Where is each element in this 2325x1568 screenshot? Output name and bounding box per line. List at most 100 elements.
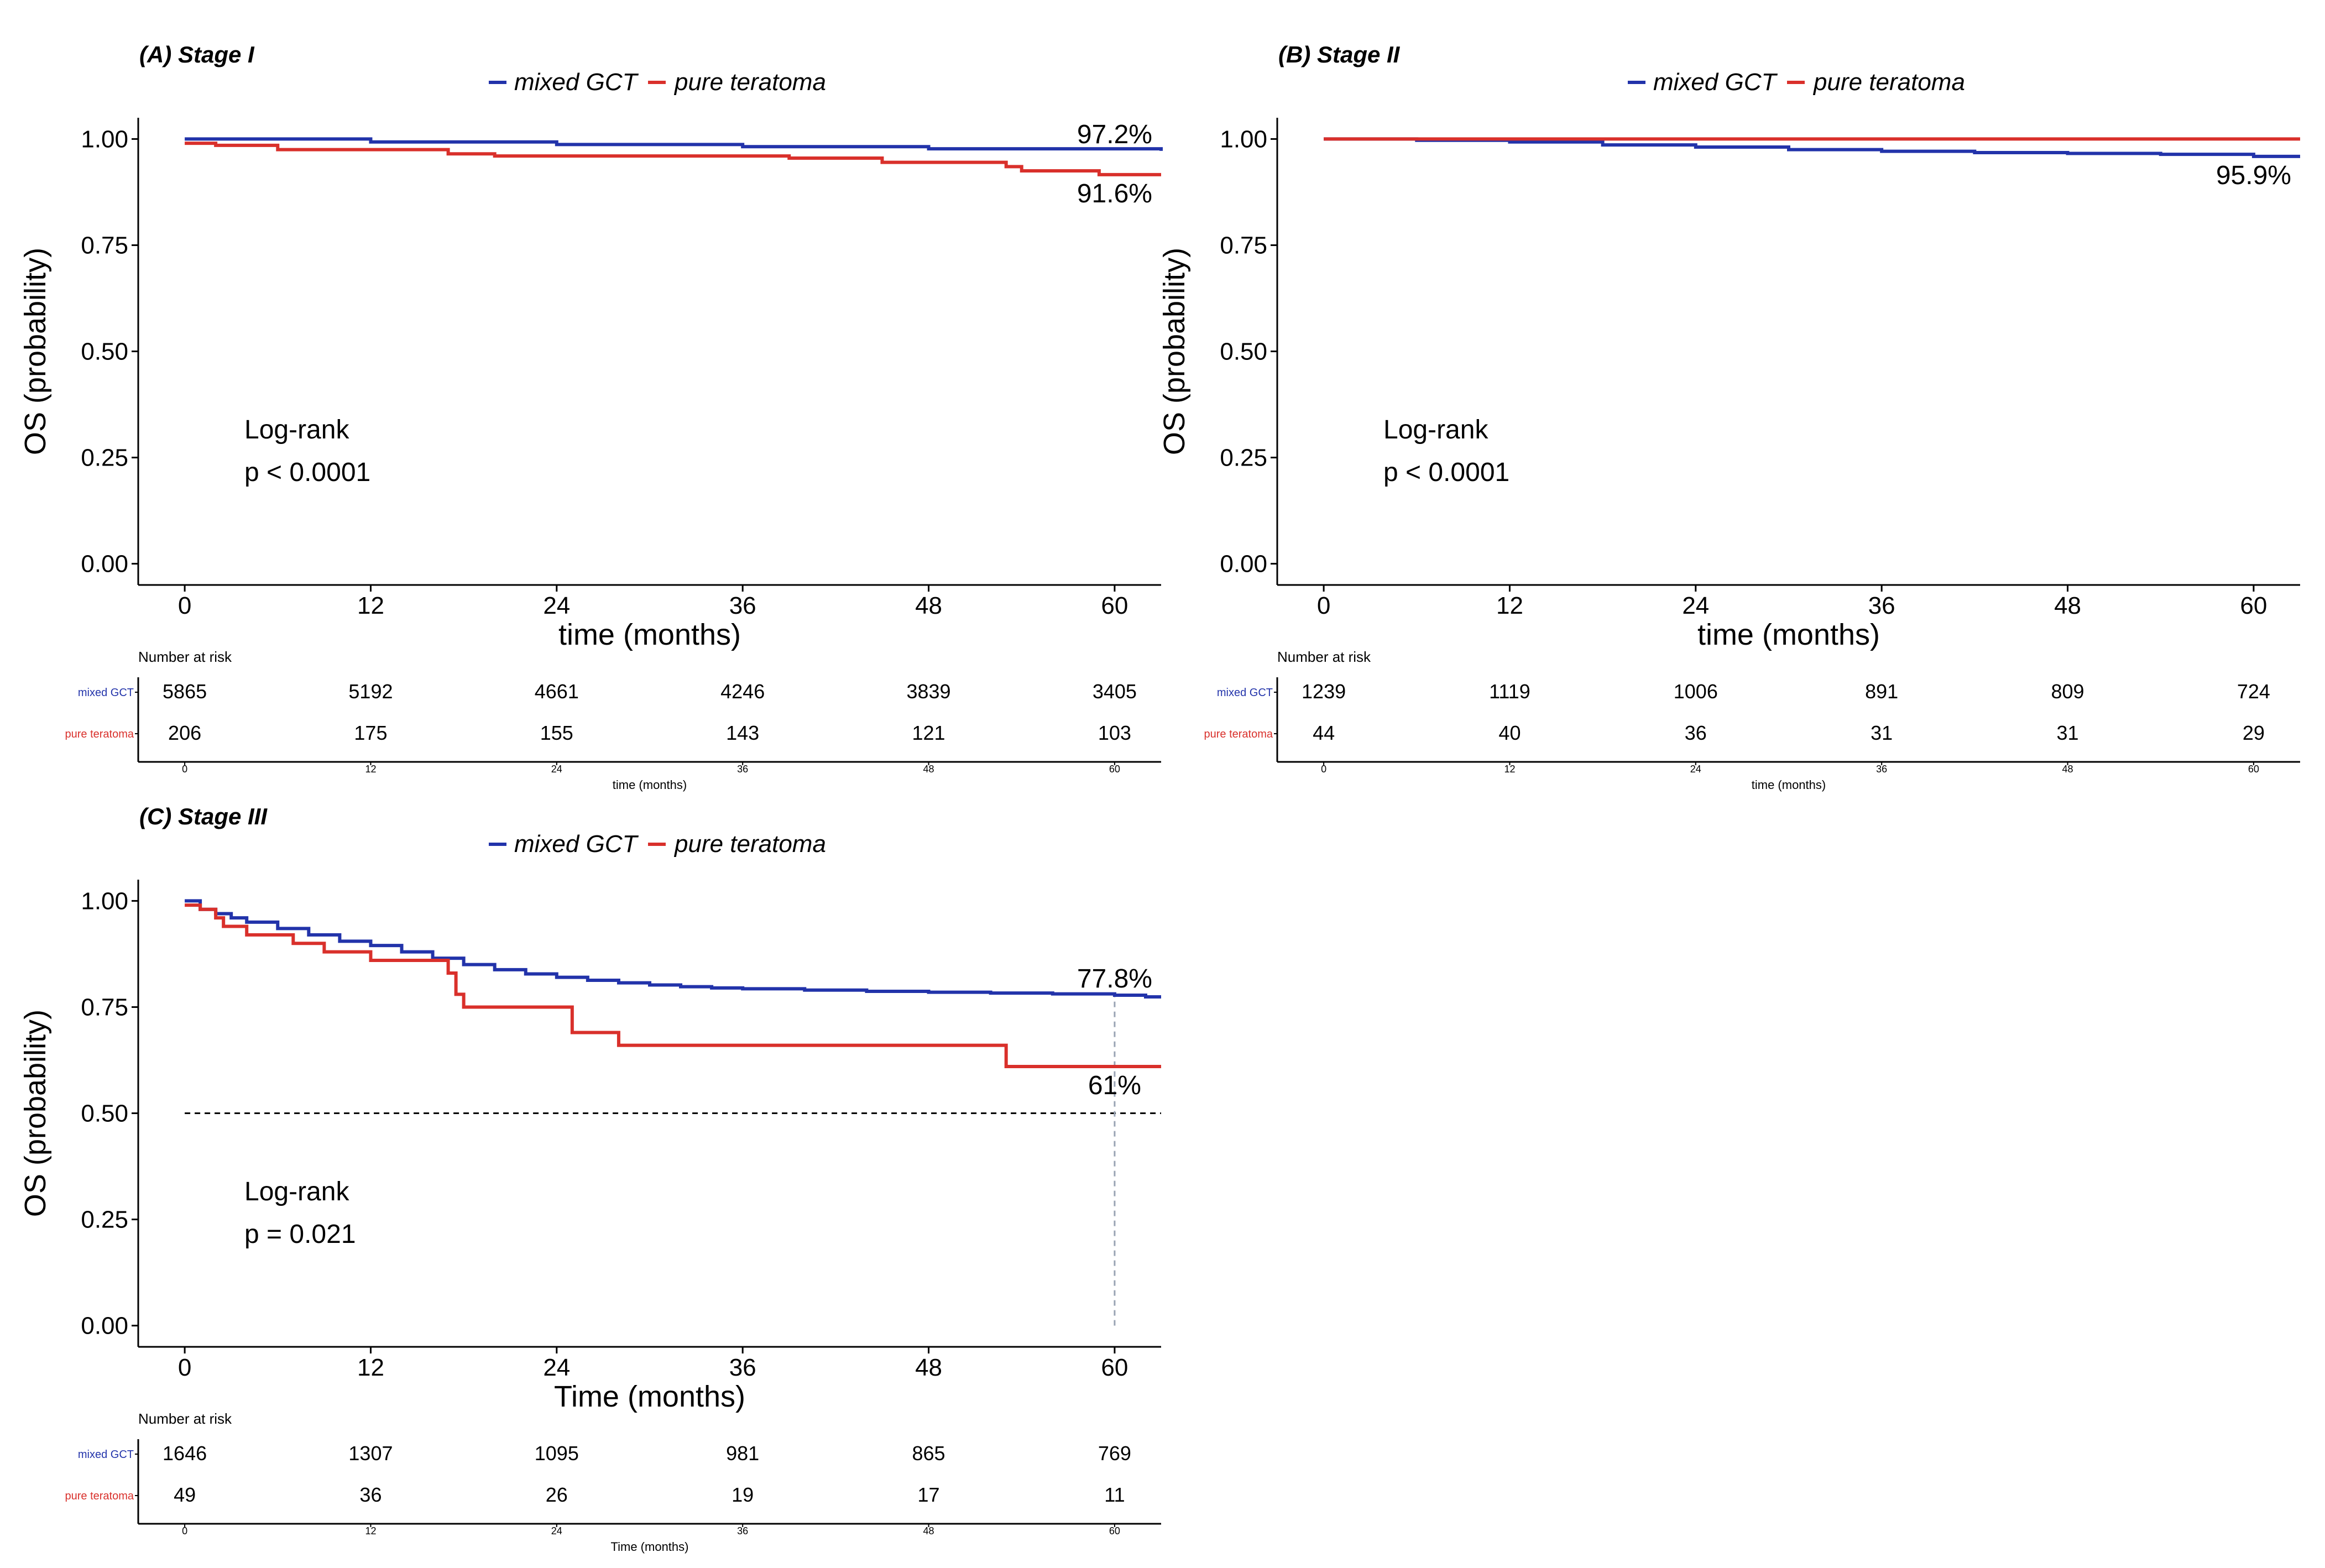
risk-group-label: mixed GCT	[78, 1449, 134, 1461]
x-tick-label: 48	[915, 592, 942, 619]
x-axis-title: time (months)	[558, 618, 741, 651]
risk-table-header: Number at risk	[1277, 649, 1371, 665]
series-mixed-curve	[185, 899, 1161, 999]
risk-x-tick-label: 48	[923, 764, 934, 775]
risk-count: 3405	[1093, 680, 1137, 703]
y-tick-label: 1.00	[81, 887, 128, 914]
y-tick-label: 0.00	[81, 551, 128, 578]
p-value-label: p < 0.0001	[244, 458, 370, 487]
x-tick-label: 60	[2240, 592, 2267, 619]
x-tick-label: 48	[915, 1354, 942, 1381]
risk-x-tick-label: 12	[365, 1525, 376, 1536]
x-axis-title: time (months)	[1697, 618, 1880, 651]
risk-group-label: mixed GCT	[78, 687, 134, 699]
end-value-label: 61%	[1088, 1071, 1141, 1100]
risk-count: 36	[1685, 722, 1707, 744]
risk-count: 724	[2237, 680, 2270, 703]
risk-count: 1006	[1674, 680, 1718, 703]
risk-count: 19	[732, 1483, 754, 1506]
panels-container: (A) Stage I mixed GCT pure teratoma 0.00 0.2…	[19, 41, 2300, 1554]
p-value-label: p < 0.0001	[1383, 458, 1509, 487]
x-tick-label: 24	[1682, 592, 1709, 619]
risk-table-x-title: Time (months)	[611, 1540, 689, 1554]
x-tick-label: 24	[543, 592, 570, 619]
y-axis-title: OS (probability)	[19, 1010, 52, 1217]
y-tick-label: 1.00	[81, 126, 128, 153]
risk-count: 143	[726, 722, 759, 744]
y-tick-label: 1.00	[1220, 126, 1267, 153]
risk-count: 1646	[163, 1442, 207, 1465]
risk-count: 891	[1865, 680, 1898, 703]
risk-x-tick-label: 0	[182, 1525, 187, 1536]
risk-count: 36	[359, 1483, 382, 1506]
risk-count: 1095	[535, 1442, 579, 1465]
risk-count: 49	[174, 1483, 196, 1506]
risk-table-x-title: time (months)	[1752, 778, 1826, 792]
x-tick-label: 0	[178, 592, 191, 619]
risk-count: 155	[540, 722, 573, 744]
risk-count: 5865	[163, 680, 207, 703]
panel-title: (B) Stage II	[1278, 41, 1401, 67]
risk-table-header: Number at risk	[138, 1410, 232, 1427]
risk-count: 11	[1104, 1483, 1125, 1506]
risk-group-label: pure teratoma	[65, 1490, 134, 1502]
series-mixed-curve	[185, 137, 1163, 151]
x-tick-label: 36	[729, 1354, 756, 1381]
risk-x-tick-label: 24	[1690, 764, 1701, 775]
y-tick-label: 0.50	[81, 1100, 128, 1127]
logrank-label: Log-rank	[244, 415, 349, 445]
end-value-label: 95.9%	[2216, 161, 2291, 190]
x-tick-label: 0	[178, 1354, 191, 1381]
risk-x-tick-label: 48	[923, 1525, 934, 1536]
risk-x-tick-label: 0	[1321, 764, 1326, 775]
legend-label-mixed: mixed GCT	[514, 69, 639, 96]
x-axis-title: Time (months)	[554, 1380, 745, 1413]
y-tick-label: 0.25	[81, 1206, 128, 1234]
legend-label-pure: pure teratoma	[673, 69, 826, 96]
risk-x-tick-label: 36	[737, 1525, 748, 1536]
x-tick-label: 60	[1101, 1354, 1128, 1381]
series-pure-curve	[185, 142, 1161, 176]
risk-count: 175	[354, 722, 387, 744]
legend-label-pure: pure teratoma	[673, 830, 826, 858]
risk-count: 809	[2051, 680, 2084, 703]
risk-count: 865	[912, 1442, 945, 1465]
risk-count: 29	[2243, 722, 2265, 744]
panel-title: (A) Stage I	[139, 41, 255, 67]
risk-x-tick-label: 48	[2062, 764, 2073, 775]
y-tick-label: 0.25	[81, 445, 128, 472]
x-tick-label: 36	[1868, 592, 1895, 619]
risk-group-label: pure teratoma	[1204, 728, 1273, 740]
risk-x-tick-label: 12	[365, 764, 376, 775]
legend-label-mixed: mixed GCT	[1653, 69, 1778, 96]
risk-count: 103	[1098, 722, 1131, 744]
x-tick-label: 0	[1317, 592, 1330, 619]
risk-count: 4246	[720, 680, 765, 703]
y-tick-label: 0.75	[1220, 232, 1267, 259]
p-value-label: p = 0.021	[244, 1220, 356, 1249]
end-value-label: 97.2%	[1077, 120, 1152, 149]
risk-x-tick-label: 36	[1876, 764, 1887, 775]
y-axis-title: OS (probability)	[1158, 248, 1191, 455]
risk-count: 3839	[906, 680, 950, 703]
end-value-label: 77.8%	[1077, 964, 1152, 994]
panel-A: (A) Stage I mixed GCT pure teratoma 0.00 0.2…	[19, 41, 1163, 792]
risk-x-tick-label: 36	[737, 764, 748, 775]
x-tick-label: 48	[2054, 592, 2081, 619]
panel-title: (C) Stage III	[139, 803, 268, 829]
risk-count: 1239	[1302, 680, 1346, 703]
risk-x-tick-label: 60	[1109, 764, 1120, 775]
risk-count: 31	[2057, 722, 2079, 744]
y-tick-label: 0.75	[81, 994, 128, 1021]
y-tick-label: 0.00	[81, 1313, 128, 1340]
risk-group-label: mixed GCT	[1217, 687, 1273, 699]
panel-B: (B) Stage II mixed GCT pure teratoma 0.00 0.…	[1158, 41, 2300, 792]
risk-count: 5192	[348, 680, 393, 703]
risk-x-tick-label: 24	[551, 764, 562, 775]
panel-C: (C) Stage III mixed GCT pure teratoma 0.00 0…	[19, 803, 1161, 1554]
x-tick-label: 12	[1496, 592, 1523, 619]
x-tick-label: 60	[1101, 592, 1128, 619]
risk-count: 31	[1871, 722, 1893, 744]
risk-count: 206	[168, 722, 201, 744]
